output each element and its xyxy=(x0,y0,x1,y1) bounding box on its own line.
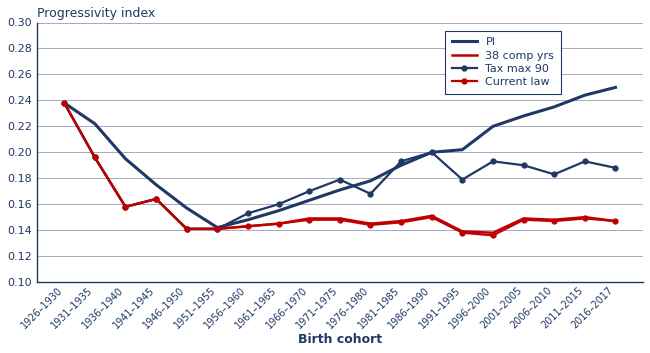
Tax max 90 xyxy=(336,178,344,182)
PI xyxy=(489,124,497,128)
Current law xyxy=(306,218,313,222)
Current law xyxy=(520,218,528,222)
PI xyxy=(581,93,589,97)
38 comp yrs xyxy=(367,222,374,226)
PI xyxy=(428,150,436,154)
Current law xyxy=(581,216,589,221)
Line: 38 comp yrs: 38 comp yrs xyxy=(64,103,616,233)
Current law xyxy=(489,233,497,238)
Current law xyxy=(367,223,374,227)
38 comp yrs xyxy=(60,101,68,105)
Line: Current law: Current law xyxy=(62,101,618,238)
38 comp yrs xyxy=(122,205,129,209)
PI xyxy=(397,163,405,167)
Tax max 90 xyxy=(520,163,528,167)
Current law xyxy=(612,219,619,223)
Tax max 90 xyxy=(612,166,619,170)
PI xyxy=(520,114,528,118)
PI xyxy=(612,85,619,90)
Tax max 90 xyxy=(397,159,405,163)
38 comp yrs xyxy=(612,219,619,223)
Current law xyxy=(551,219,558,223)
PI xyxy=(244,218,252,222)
PI xyxy=(152,183,160,187)
Tax max 90 xyxy=(60,101,68,105)
X-axis label: Birth cohort: Birth cohort xyxy=(298,333,382,346)
Tax max 90 xyxy=(581,159,589,163)
Current law xyxy=(60,101,68,105)
Tax max 90 xyxy=(428,150,436,154)
38 comp yrs xyxy=(551,218,558,222)
Current law xyxy=(275,222,283,226)
Tax max 90 xyxy=(152,197,160,201)
Text: Progressivity index: Progressivity index xyxy=(36,7,155,20)
Current law xyxy=(244,224,252,228)
PI xyxy=(213,226,221,230)
Legend: PI, 38 comp yrs, Tax max 90, Current law: PI, 38 comp yrs, Tax max 90, Current law xyxy=(445,31,561,94)
Current law xyxy=(213,227,221,231)
38 comp yrs xyxy=(183,227,190,231)
38 comp yrs xyxy=(213,227,221,231)
PI xyxy=(336,188,344,192)
PI xyxy=(275,209,283,213)
Current law xyxy=(397,220,405,225)
38 comp yrs xyxy=(581,215,589,219)
Tax max 90 xyxy=(306,189,313,193)
Current law xyxy=(91,155,99,160)
38 comp yrs xyxy=(91,155,99,160)
PI xyxy=(551,105,558,109)
Current law xyxy=(122,205,129,209)
38 comp yrs xyxy=(336,216,344,221)
PI xyxy=(183,206,190,210)
38 comp yrs xyxy=(306,216,313,221)
Tax max 90 xyxy=(244,211,252,215)
38 comp yrs xyxy=(244,224,252,228)
Line: Tax max 90: Tax max 90 xyxy=(62,101,618,231)
Current law xyxy=(152,197,160,201)
PI xyxy=(306,198,313,202)
38 comp yrs xyxy=(520,216,528,221)
Tax max 90 xyxy=(122,205,129,209)
PI xyxy=(60,101,68,105)
Tax max 90 xyxy=(183,227,190,231)
Current law xyxy=(458,231,466,235)
Current law xyxy=(336,218,344,222)
Tax max 90 xyxy=(91,155,99,160)
Tax max 90 xyxy=(489,159,497,163)
38 comp yrs xyxy=(275,222,283,226)
PI xyxy=(458,148,466,152)
38 comp yrs xyxy=(458,229,466,234)
PI xyxy=(91,122,99,126)
38 comp yrs xyxy=(152,197,160,201)
PI xyxy=(122,157,129,161)
38 comp yrs xyxy=(397,219,405,223)
Line: PI: PI xyxy=(64,88,616,228)
Tax max 90 xyxy=(367,192,374,196)
Tax max 90 xyxy=(551,172,558,176)
38 comp yrs xyxy=(428,214,436,218)
Tax max 90 xyxy=(213,227,221,231)
38 comp yrs xyxy=(489,231,497,235)
Current law xyxy=(183,227,190,231)
Current law xyxy=(428,215,436,219)
Tax max 90 xyxy=(458,178,466,182)
PI xyxy=(367,179,374,183)
Tax max 90 xyxy=(275,202,283,206)
